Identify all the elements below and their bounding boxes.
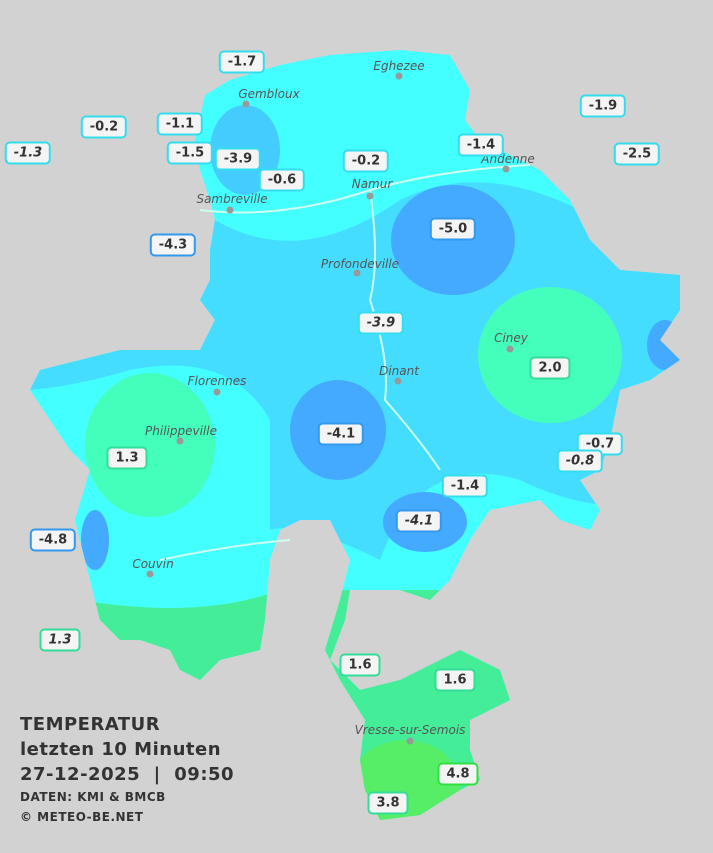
legend-period: letzten 10 Minuten xyxy=(20,739,222,760)
station-value: 1.3 xyxy=(106,446,148,470)
river xyxy=(159,164,531,561)
legend: TEMPERATUR letzten 10 Minuten 27-12-2025… xyxy=(20,712,234,827)
station-value: -3.9 xyxy=(214,147,262,171)
city-dot xyxy=(366,192,374,200)
station-value: -1.5 xyxy=(166,141,214,165)
station-value: 1.6 xyxy=(434,668,476,692)
city-dot xyxy=(406,737,414,745)
city-dot xyxy=(146,570,154,578)
station-value: -0.6 xyxy=(258,168,306,192)
city-dot xyxy=(353,269,361,277)
city-label: Philippeville xyxy=(145,424,217,438)
city-label: Florennes xyxy=(187,374,247,388)
city-label: Gembloux xyxy=(238,87,300,101)
station-value: -5.0 xyxy=(429,217,477,241)
legend-title: TEMPERATUR xyxy=(20,714,161,735)
station-value: 1.6 xyxy=(339,653,381,677)
city-label: Ciney xyxy=(494,331,528,345)
city-label: Vresse-sur-Semois xyxy=(354,723,466,737)
city-label: Profondeville xyxy=(320,257,400,271)
station-value: -4.8 xyxy=(29,528,77,552)
legend-copyright: © METEO-BE.NET xyxy=(20,810,144,824)
city-label: Namur xyxy=(351,177,393,191)
station-value: -1.3 xyxy=(4,141,52,165)
city-dot xyxy=(502,165,510,173)
legend-datetime: 27-12-2025 | 09:50 xyxy=(20,764,235,785)
station-value: 2.0 xyxy=(529,356,571,380)
station-value: 4.8 xyxy=(437,762,479,786)
station-value: -2.5 xyxy=(613,142,661,166)
city-label: Sambreville xyxy=(196,192,268,206)
city-label: Eghezee xyxy=(373,59,425,73)
station-value: -1.4 xyxy=(457,133,505,157)
station-value: -0.2 xyxy=(342,149,390,173)
city-label: Dinant xyxy=(379,364,419,378)
station-value: -1.1 xyxy=(156,112,204,136)
city-dot xyxy=(394,377,402,385)
station-value: -1.7 xyxy=(218,50,266,74)
station-value: -3.9 xyxy=(357,311,405,335)
city-dot xyxy=(506,345,514,353)
station-value: -4.1 xyxy=(317,422,365,446)
city-dot xyxy=(395,72,403,80)
station-value: -0.2 xyxy=(80,115,128,139)
station-value: 3.8 xyxy=(367,791,409,815)
city-label: Couvin xyxy=(132,557,174,571)
station-value: -4.3 xyxy=(149,233,197,257)
city-dot xyxy=(242,100,250,108)
city-dot xyxy=(213,388,221,396)
station-value: -1.4 xyxy=(441,474,489,498)
station-value: -0.8 xyxy=(556,449,604,473)
legend-source: DATEN: KMI & BMCB xyxy=(20,790,166,804)
city-dot xyxy=(176,437,184,445)
station-value: -4.1 xyxy=(395,509,443,533)
station-value: 1.3 xyxy=(39,628,81,652)
city-dot xyxy=(226,206,234,214)
station-value: -1.9 xyxy=(579,94,627,118)
